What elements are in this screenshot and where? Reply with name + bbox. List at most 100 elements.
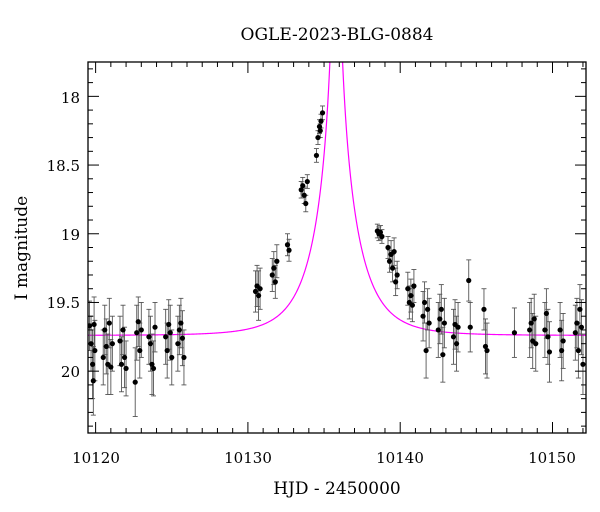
data-point xyxy=(317,128,323,134)
data-point xyxy=(420,313,426,319)
data-point xyxy=(315,134,321,141)
data-point xyxy=(385,244,391,251)
data-point xyxy=(176,327,182,333)
data-point xyxy=(580,361,586,367)
data-point xyxy=(482,343,489,350)
model-curve-layer xyxy=(88,62,586,336)
x-tick-label-10130: 10130 xyxy=(224,449,272,467)
data-point xyxy=(440,352,446,358)
x-tick-label-10140: 10140 xyxy=(376,449,424,467)
data-point xyxy=(90,378,96,384)
data-point xyxy=(466,277,472,284)
data-point xyxy=(557,327,563,333)
data-point xyxy=(528,320,534,326)
data-point xyxy=(146,334,152,340)
data-point xyxy=(575,347,581,354)
data-point xyxy=(546,349,553,355)
data-point xyxy=(89,361,96,367)
data-point xyxy=(100,354,106,361)
data-point xyxy=(88,323,93,329)
data-point xyxy=(163,334,169,340)
data-point xyxy=(411,283,417,289)
data-point xyxy=(408,292,414,299)
y-tick-label-19: 19 xyxy=(61,226,80,244)
data-point xyxy=(435,327,441,333)
data-point xyxy=(102,327,108,333)
data-point xyxy=(271,265,277,271)
data-point xyxy=(147,341,154,347)
data-point xyxy=(284,242,291,248)
chart-title: OGLE-2023-BLG-0884 xyxy=(241,25,434,45)
data-point xyxy=(421,299,428,306)
data-point xyxy=(533,341,539,347)
data-point xyxy=(450,334,457,340)
data-point xyxy=(391,249,397,255)
data-point xyxy=(106,320,112,326)
data-point xyxy=(393,279,399,285)
data-point xyxy=(167,330,173,336)
data-point xyxy=(109,341,115,347)
data-point xyxy=(149,361,155,367)
data-point xyxy=(531,316,537,322)
data-point xyxy=(438,306,444,312)
data-point xyxy=(527,327,533,333)
data-point xyxy=(269,272,275,278)
data-point xyxy=(319,110,326,116)
data-point xyxy=(300,183,306,189)
data-point xyxy=(453,341,460,347)
data-point xyxy=(91,321,97,328)
data-point xyxy=(274,258,280,264)
y-tick-label-18: 18 xyxy=(61,89,80,107)
data-point xyxy=(543,310,550,317)
errorbar-layer xyxy=(88,105,586,417)
data-point xyxy=(511,330,518,336)
data-point xyxy=(178,320,184,326)
data-point xyxy=(560,338,566,344)
data-point xyxy=(252,288,259,295)
y-tick-label-18-5: 18.5 xyxy=(47,157,80,175)
data-point xyxy=(164,347,170,354)
data-point xyxy=(132,379,138,385)
data-point xyxy=(169,354,175,361)
data-point xyxy=(409,302,415,308)
data-point xyxy=(577,306,583,312)
data-point xyxy=(181,354,187,361)
data-point xyxy=(389,265,396,271)
data-point xyxy=(118,361,125,367)
data-point xyxy=(134,330,140,336)
data-point xyxy=(545,334,551,340)
data-point xyxy=(286,247,292,253)
data-point xyxy=(301,192,307,198)
data-point xyxy=(379,233,385,240)
data-point xyxy=(175,341,181,347)
data-point xyxy=(179,335,186,341)
data-point xyxy=(437,316,443,322)
model-curve xyxy=(88,62,586,336)
data-point xyxy=(121,354,128,361)
y-tick-label-19-5: 19.5 xyxy=(47,294,80,312)
data-point xyxy=(542,327,548,333)
data-point xyxy=(559,347,565,354)
data-point xyxy=(303,200,309,207)
data-point xyxy=(117,338,123,344)
data-point xyxy=(467,324,473,330)
data-point xyxy=(425,306,431,312)
data-point xyxy=(405,286,411,292)
y-tick-label-20: 20 xyxy=(61,363,80,381)
data-point xyxy=(574,320,580,326)
data-point xyxy=(135,319,141,325)
data-point xyxy=(386,258,393,264)
data-point xyxy=(578,324,585,330)
axis-ticks xyxy=(88,62,586,433)
data-point xyxy=(441,320,447,326)
data-point xyxy=(298,187,304,193)
data-point xyxy=(137,347,143,354)
data-point xyxy=(426,320,432,326)
data-point xyxy=(423,347,429,354)
x-tick-label-10150: 10150 xyxy=(528,449,576,467)
data-point xyxy=(318,118,324,124)
data-point xyxy=(484,347,490,354)
data-point xyxy=(313,152,320,159)
data-point xyxy=(92,347,98,354)
